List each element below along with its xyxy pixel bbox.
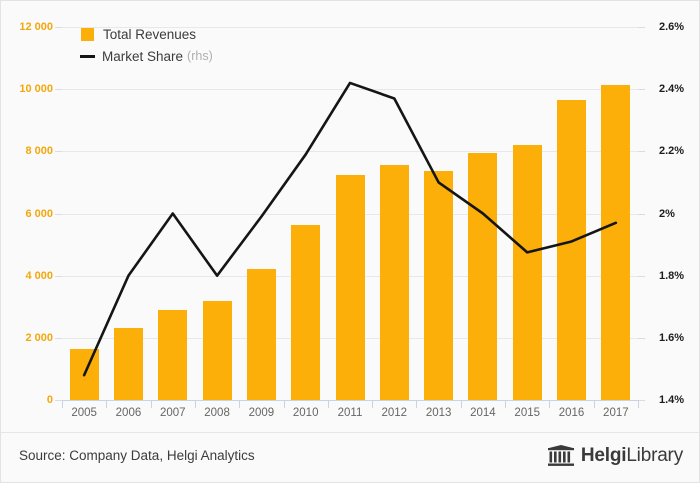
x-axis-label-2012: 2012 [381,407,408,419]
bar-2010 [291,225,321,400]
gridline [62,151,638,153]
bar-2008 [202,300,232,400]
x-axis-tick-mark [283,400,285,408]
left-axis-tick-label: 6 000 [25,207,53,220]
x-axis-label-2014: 2014 [470,407,496,419]
left-axis-tick-mark [55,337,62,339]
x-axis-label-2010: 2010 [292,407,319,419]
bar-2015 [512,145,542,400]
brand-wordmark: HelgiLibrary [581,445,683,467]
x-axis-label-2013: 2013 [425,407,452,419]
gridline [62,89,638,91]
chart-legend: Total Revenues Market Share (rhs) [80,23,213,67]
x-axis-label-2007: 2007 [159,407,186,419]
x-axis-tick-mark [106,400,108,408]
x-axis-tick-mark [372,400,374,408]
brand-name-bold: Helgi [580,445,627,466]
x-axis-label-2015: 2015 [514,407,541,419]
x-axis-tick-mark [194,400,196,408]
bar-2017 [601,84,631,400]
left-axis-tick-mark [55,275,62,277]
x-axis-edge-tick [638,400,639,408]
right-axis-tick-mark [638,275,645,277]
line-series [62,27,638,400]
x-axis-label-2017: 2017 [603,407,629,419]
x-axis-tick-mark [327,400,329,408]
x-axis-tick-mark [460,400,462,408]
legend-label-market-share: Market Share [102,48,184,64]
right-axis-tick-label: 2.4% [659,83,685,96]
right-axis-tick-label: 1.4% [659,394,685,406]
right-axis-tick-label: 2.2% [659,145,685,158]
left-axis-tick-label: 0 [46,394,53,406]
right-axis-tick-label: 2.6% [659,21,685,33]
bar-2007 [158,310,188,400]
legend-line-icon [80,54,95,58]
left-axis-tick-mark [55,89,62,91]
x-axis-tick-mark [239,400,241,408]
x-axis-tick-mark [416,400,418,408]
x-axis-label-2005: 2005 [71,407,97,419]
x-axis-label-2011: 2011 [337,407,363,419]
left-axis-tick-label: 12 000 [19,21,53,33]
bar-2011 [335,174,365,400]
x-axis-tick-mark [549,400,551,408]
legend-item-market-share: Market Share (rhs) [80,45,213,67]
right-axis-tick-mark [638,89,645,91]
x-axis-label-2016: 2016 [558,407,585,419]
x-axis-edge-tick [62,400,63,408]
bar-2014 [468,152,498,400]
left-axis-tick-label: 4 000 [25,269,53,282]
left-axis-tick-label: 10 000 [19,83,53,96]
right-axis-tick-mark [638,151,645,153]
right-axis-tick-mark [638,27,645,28]
bar-2006 [113,328,143,400]
x-axis-label-2006: 2006 [115,407,142,419]
left-axis-tick-label: 2 000 [25,331,53,344]
bar-2013 [424,170,454,400]
x-axis-tick-mark [593,400,595,408]
bar-2012 [379,165,409,400]
right-axis-tick-label: 1.8% [659,269,685,282]
legend-label-total-revenues: Total Revenues [103,26,197,42]
plot-area [62,27,638,401]
right-axis-tick-mark [638,337,645,339]
right-axis-tick-mark [638,400,645,401]
x-axis-label-2009: 2009 [248,407,275,419]
x-axis-tick-mark [505,400,507,408]
bar-2016 [557,100,587,400]
right-axis-tick-label: 2% [659,207,675,220]
left-axis-tick-mark [55,27,62,28]
brand-logo: HelgiLibrary [547,445,683,467]
legend-item-total-revenues: Total Revenues [81,23,213,45]
left-axis-tick-mark [55,151,62,153]
market-share-line [84,83,616,375]
bar-series [62,27,638,400]
right-axis-tick-mark [638,213,645,215]
legend-swatch-icon [81,27,94,41]
bar-2009 [246,269,276,400]
x-axis-tick-mark [150,400,152,408]
footer-divider [1,432,699,433]
gridline [62,27,638,28]
left-axis-tick-mark [55,213,62,215]
library-building-icon [547,445,574,466]
x-axis-line [62,400,638,401]
source-note: Source: Company Data, Helgi Analytics [19,448,255,463]
left-axis-tick-mark [55,400,62,401]
legend-label-market-share-axis-note: (rhs) [187,49,213,63]
x-axis-label-2008: 2008 [204,407,230,419]
right-axis-tick-label: 1.6% [659,331,685,344]
left-axis-tick-label: 8 000 [25,145,53,158]
brand-name-light: Library [626,445,683,466]
